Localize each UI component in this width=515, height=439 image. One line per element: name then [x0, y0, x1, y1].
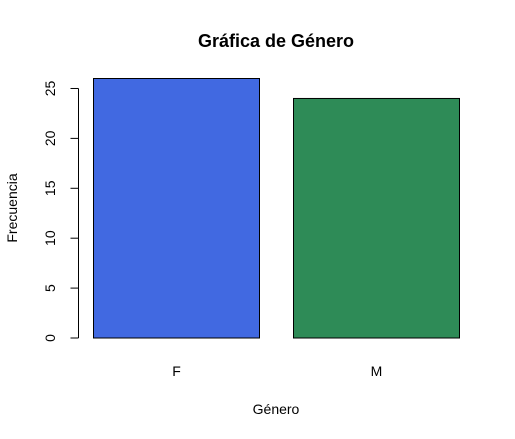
- y-tick-label: 20: [42, 130, 58, 146]
- y-tick-label: 10: [42, 230, 58, 246]
- y-tick-label: 5: [42, 284, 58, 292]
- y-tick-label: 25: [42, 80, 58, 96]
- y-axis-title: Frecuencia: [4, 173, 20, 242]
- x-axis-title: Género: [253, 401, 300, 417]
- bar-f: [93, 78, 260, 339]
- y-tick-label: 0: [42, 334, 58, 342]
- chart-title: Gráfica de Género: [198, 31, 354, 51]
- y-axis: 0 5 10 15 20 25: [42, 80, 79, 342]
- y-tick-label: 15: [42, 180, 58, 196]
- bars-group: [93, 78, 460, 339]
- bar-m: [293, 97, 460, 339]
- x-tick-label-f: F: [172, 363, 181, 379]
- x-tick-label-m: M: [371, 363, 383, 379]
